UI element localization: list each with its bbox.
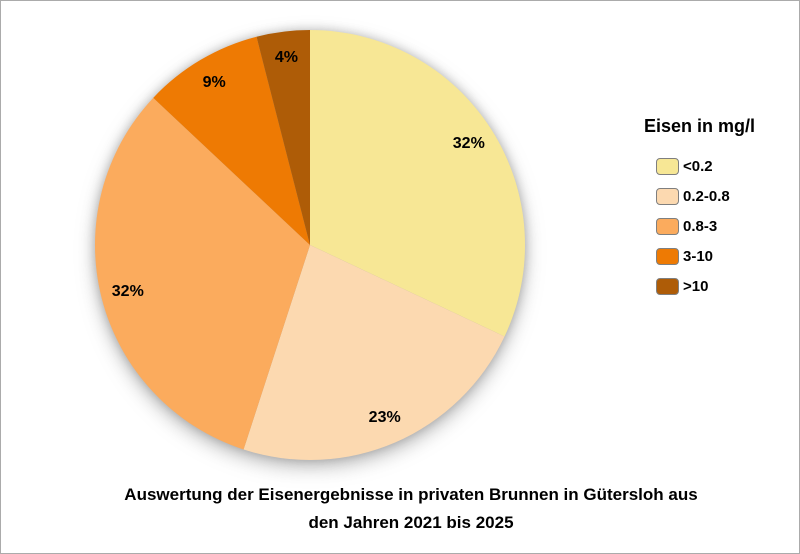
pie-slice-value-label: 23% [368, 408, 401, 426]
chart-title-line-2: den Jahren 2021 bis 2025 [308, 513, 514, 532]
pie-slice-<0.2 [310, 30, 526, 337]
legend-item-label: >10 [683, 277, 709, 295]
legend-swatch-icon [656, 187, 679, 205]
legend-swatch-icon [656, 157, 679, 175]
pie-slice-0.8-3 [94, 97, 310, 450]
pie-slice->10 [256, 30, 310, 245]
pie-slice-value-label: 32% [111, 282, 144, 300]
pie-slice-value-label: 32% [452, 135, 485, 153]
legend-items: <0.2 0.2-0.8 0.8-3 3-10 >10 [644, 151, 794, 301]
legend-swatch-icon [656, 247, 679, 265]
legend-item-label: 0.8-3 [683, 217, 718, 235]
legend-item-label: 3-10 [683, 247, 714, 265]
legend-title: Eisen in mg/l [644, 116, 756, 136]
legend: Eisen in mg/l <0.2 0.2-0.8 0.8-3 3-10 >10 [644, 115, 794, 301]
legend-item-label: 0.2-0.8 [683, 187, 730, 205]
pie-slice-0.2-0.8 [243, 245, 505, 461]
pie-slice-3-10 [153, 36, 310, 245]
legend-item-0.8-3: 0.8-3 [644, 211, 794, 241]
legend-item-label: <0.2 [683, 157, 713, 175]
legend-item->10: >10 [644, 271, 794, 301]
legend-item-0.2-0.8: 0.2-0.8 [644, 181, 794, 211]
chart-title: Auswertung der Eisenergebnisse in privat… [31, 481, 791, 537]
legend-item-<0.2: <0.2 [644, 151, 794, 181]
pie-slice-value-label: 4% [274, 49, 298, 67]
chart-title-line-1: Auswertung der Eisenergebnisse in privat… [124, 485, 698, 504]
legend-item-3-10: 3-10 [644, 241, 794, 271]
legend-swatch-icon [656, 277, 679, 295]
legend-swatch-icon [656, 217, 679, 235]
pie-slice-value-label: 9% [202, 74, 226, 92]
